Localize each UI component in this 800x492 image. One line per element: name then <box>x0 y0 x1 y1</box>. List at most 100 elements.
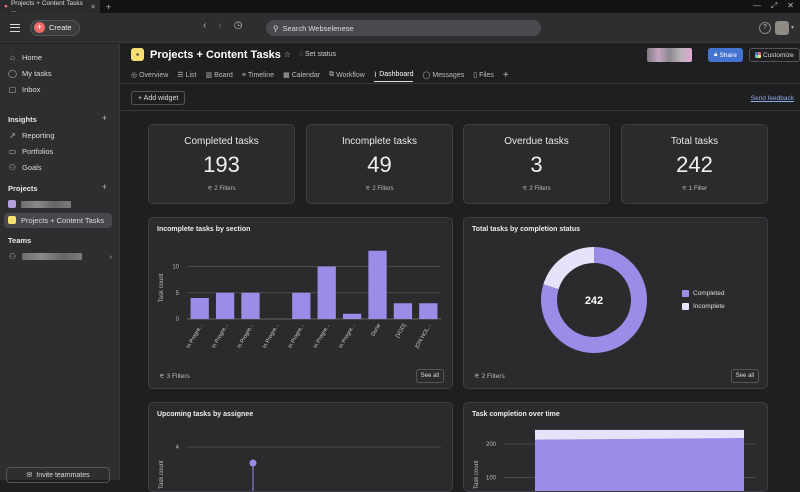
bar[interactable] <box>241 292 260 319</box>
y-tick-label: 0 <box>176 317 180 323</box>
tab-label: Files <box>479 71 494 79</box>
see-all-button[interactable]: See all <box>730 369 759 383</box>
bar[interactable] <box>317 266 336 320</box>
kpi-card-overdue[interactable]: Overdue tasks 3 ⚟ 2 Filters <box>463 124 610 204</box>
set-status-button[interactable]: ◌ Set status <box>299 51 336 58</box>
close-tab-icon[interactable]: ✕ <box>90 3 96 11</box>
new-tab-button[interactable]: + <box>106 1 112 12</box>
insights-heading[interactable]: Insights <box>8 115 37 124</box>
x-tick-label: Done <box>370 323 382 337</box>
donut-slice[interactable] <box>543 247 595 290</box>
widget-filter[interactable]: ⚟ 2 Filters <box>474 372 505 380</box>
widget-filter[interactable]: ⚟ 3 Filters <box>159 372 190 380</box>
kpi-title: Completed tasks <box>184 136 259 147</box>
data-point[interactable] <box>249 459 257 467</box>
create-button[interactable]: + Create <box>30 19 80 36</box>
sidebar-item-inbox[interactable]: ▢ Inbox <box>8 82 41 96</box>
add-insight-icon[interactable]: + <box>101 113 107 123</box>
kpi-filter[interactable]: ⚟ 2 Filters <box>149 185 294 192</box>
tab-dashboard[interactable]: ⌇ Dashboard <box>373 68 414 82</box>
bar[interactable] <box>419 303 438 319</box>
sidebar-item-home[interactable]: ⌂ Home <box>8 50 42 64</box>
teams-heading[interactable]: Teams <box>8 236 32 245</box>
chevron-down-icon[interactable]: ⌄ <box>269 50 276 59</box>
forward-arrow-icon[interactable]: › <box>218 20 222 31</box>
sidebar-item-project-redacted[interactable] <box>8 197 71 211</box>
customize-button[interactable]: Customize <box>749 48 800 62</box>
sidebar-item-projects-content-tasks[interactable]: Projects + Content Tasks <box>8 213 104 227</box>
kpi-filter[interactable]: ⚟ 2 Filters <box>464 185 609 192</box>
chevron-right-icon[interactable]: › <box>109 251 113 261</box>
avatar[interactable] <box>775 21 789 35</box>
kpi-card-total[interactable]: Total tasks 242 ⚟ 1 Filter <box>621 124 768 204</box>
add-widget-button[interactable]: + Add widget <box>131 91 186 105</box>
hamburger-menu-icon[interactable] <box>10 23 20 32</box>
send-feedback-link[interactable]: Send feedback <box>750 95 794 102</box>
star-icon[interactable]: ☆ <box>283 50 291 59</box>
donut-slice[interactable] <box>541 247 647 353</box>
kpi-card-completed[interactable]: Completed tasks 193 ⚟ 2 Filters <box>148 124 295 204</box>
back-arrow-icon[interactable]: ‹ <box>203 20 207 31</box>
minimize-icon[interactable]: — <box>752 1 761 10</box>
see-all-button[interactable]: See all <box>415 369 444 383</box>
kpi-filter[interactable]: ⚟ 1 Filter <box>622 185 767 192</box>
add-tab-button[interactable]: + <box>502 69 509 81</box>
sidebar-item-portfolios[interactable]: ▭ Portfolios <box>8 144 54 158</box>
x-tick-label: In Progre... <box>338 323 357 350</box>
x-tick-label: In Progre... <box>313 323 332 350</box>
tab-overview[interactable]: ◎ Overview <box>131 68 168 82</box>
search-input[interactable]: ⚲ Search Webselenese <box>266 20 541 36</box>
browser-tab[interactable]: ● Projects + Content Tasks ... ✕ <box>0 0 100 14</box>
active-project-highlight <box>4 213 112 228</box>
close-window-icon[interactable]: ✕ <box>787 1 794 10</box>
chevron-down-icon[interactable]: ▾ <box>791 25 795 31</box>
help-icon[interactable]: ? <box>759 22 771 34</box>
sidebar-item-goals[interactable]: ⚇ Goals <box>8 160 42 174</box>
bar[interactable] <box>393 303 413 319</box>
tab-timeline[interactable]: ≡ Timeline <box>242 68 274 82</box>
tab-label: Board <box>214 71 233 79</box>
plus-icon: + <box>34 22 45 33</box>
tab-list[interactable]: ☰ List <box>177 68 196 82</box>
widget-upcoming-by-assignee[interactable]: Upcoming tasks by assignee Task count 4 <box>148 402 453 492</box>
bar[interactable] <box>292 292 311 319</box>
invite-label: Invite teammates <box>36 471 90 479</box>
tab-label: Timeline <box>247 71 275 79</box>
add-project-icon[interactable]: + <box>101 182 107 192</box>
widget-completion-status[interactable]: Total tasks by completion status 242 Com… <box>463 217 768 389</box>
projects-heading[interactable]: Projects <box>8 184 38 193</box>
sidebar-item-team-redacted[interactable]: ⚇ › <box>8 249 112 263</box>
tab-calendar[interactable]: ▦ Calendar <box>283 68 320 82</box>
tab-workflow[interactable]: ⧉ Workflow <box>329 68 365 82</box>
sidebar-item-label: Reporting <box>22 130 55 140</box>
sidebar-item-reporting[interactable]: ↗ Reporting <box>8 128 55 142</box>
bar[interactable] <box>190 298 209 319</box>
sidebar-item-label: Portfolios <box>22 146 54 156</box>
kpi-card-incomplete[interactable]: Incomplete tasks 49 ⚟ 2 Filters <box>306 124 453 204</box>
legend-swatch <box>682 303 689 310</box>
bar[interactable] <box>342 313 362 319</box>
tab-files[interactable]: ▯ Files <box>473 68 494 82</box>
history-clock-icon[interactable]: ◷ <box>233 20 243 31</box>
member-avatars[interactable] <box>647 48 692 62</box>
widget-title: Upcoming tasks by assignee <box>157 411 254 418</box>
kpi-filter[interactable]: ⚟ 2 Filters <box>307 185 452 192</box>
filter-icon: ⚟ <box>522 186 530 192</box>
restore-icon[interactable]: ⤢ <box>770 1 778 10</box>
area-series[interactable] <box>535 437 744 491</box>
widget-incomplete-by-section[interactable]: Incomplete tasks by section Task count 0 5… <box>148 217 453 389</box>
bar[interactable] <box>215 292 235 319</box>
filter-label: 1 Filter <box>688 186 708 192</box>
share-button[interactable]: 🔒︎ Share <box>708 48 743 62</box>
app-favicon-icon: ● <box>4 3 8 10</box>
calendar-icon: ▦ <box>283 72 290 79</box>
page-title[interactable]: Projects + Content Tasks <box>150 49 281 61</box>
y-axis-label: Task count <box>159 273 165 302</box>
bar[interactable] <box>368 250 387 319</box>
tab-board[interactable]: ▥ Board <box>205 68 232 82</box>
sidebar-item-my-tasks[interactable]: ◯ My tasks <box>8 66 52 80</box>
tab-messages[interactable]: ◯ Messages <box>422 68 464 82</box>
invite-teammates-button[interactable]: ✉ Invite teammates <box>6 467 110 483</box>
project-icon[interactable]: ▪ <box>131 48 144 61</box>
widget-completion-over-time[interactable]: Task completion over time Task count 100 2… <box>463 402 768 492</box>
